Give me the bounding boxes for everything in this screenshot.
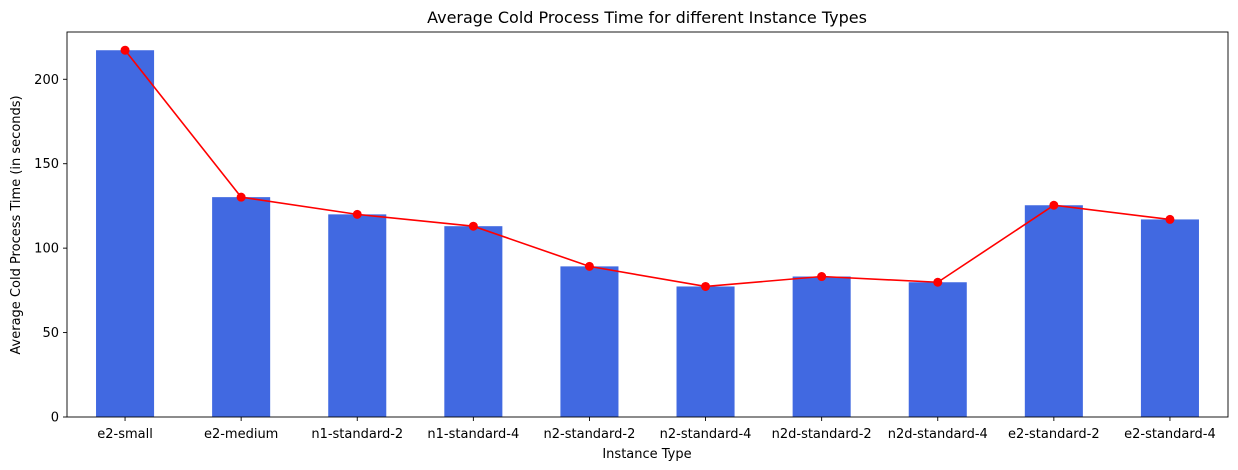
bar-n1-standard-2 [328,214,387,417]
x-tick-label: n2-standard-4 [660,427,752,442]
bar-e2-small [96,50,155,418]
line-point-e2-standard-2 [1049,200,1059,210]
line-point-e2-medium [236,192,246,202]
x-tick-label: n2d-standard-2 [772,427,872,442]
x-tick-label: e2-standard-4 [1124,427,1216,442]
bar-n2-standard-2 [560,266,619,417]
x-tick-label: n1-standard-4 [427,427,519,442]
bar-n2d-standard-4 [908,282,967,417]
plot-area: 0 50 100 150 200 e2-small e2-medium n1-standard… [34,31,1229,442]
line-point-n2-standard-4 [701,281,711,291]
x-axis-title: Instance Type [602,447,691,462]
line-point-e2-standard-4 [1165,214,1175,224]
line-point-n2d-standard-2 [817,272,827,282]
line-point-n2-standard-2 [584,261,594,271]
line-point-n1-standard-4 [468,221,478,231]
x-tick-label: e2-standard-2 [1008,427,1100,442]
bar-e2-standard-4 [1140,219,1199,417]
y-tick-label: 100 [34,242,59,257]
line-point-n1-standard-2 [352,209,362,219]
x-tick-label: n1-standard-2 [311,427,403,442]
bar-n2d-standard-2 [792,276,851,417]
y-tick-label: 50 [42,326,59,341]
x-tick-label: n2-standard-2 [544,427,636,442]
y-tick-label: 150 [34,157,59,172]
bar-n1-standard-4 [444,226,503,417]
y-tick-label: 0 [51,411,59,426]
line-point-e2-small [120,45,130,55]
line-point-n2d-standard-4 [933,277,943,287]
chart-title: Average Cold Process Time for different … [427,8,867,27]
y-tick-label: 200 [34,73,59,88]
plot-frame [66,31,1229,418]
bar-e2-standard-2 [1024,205,1083,417]
x-tick-label: e2-small [97,427,153,442]
bar-n2-standard-4 [676,286,735,417]
x-tick-label: e2-medium [204,427,278,442]
y-axis-title: Average Cold Process Time (in seconds) [9,95,24,354]
bar-e2-medium [212,197,271,417]
x-tick-label: n2d-standard-4 [888,427,988,442]
line-series [124,49,1171,288]
